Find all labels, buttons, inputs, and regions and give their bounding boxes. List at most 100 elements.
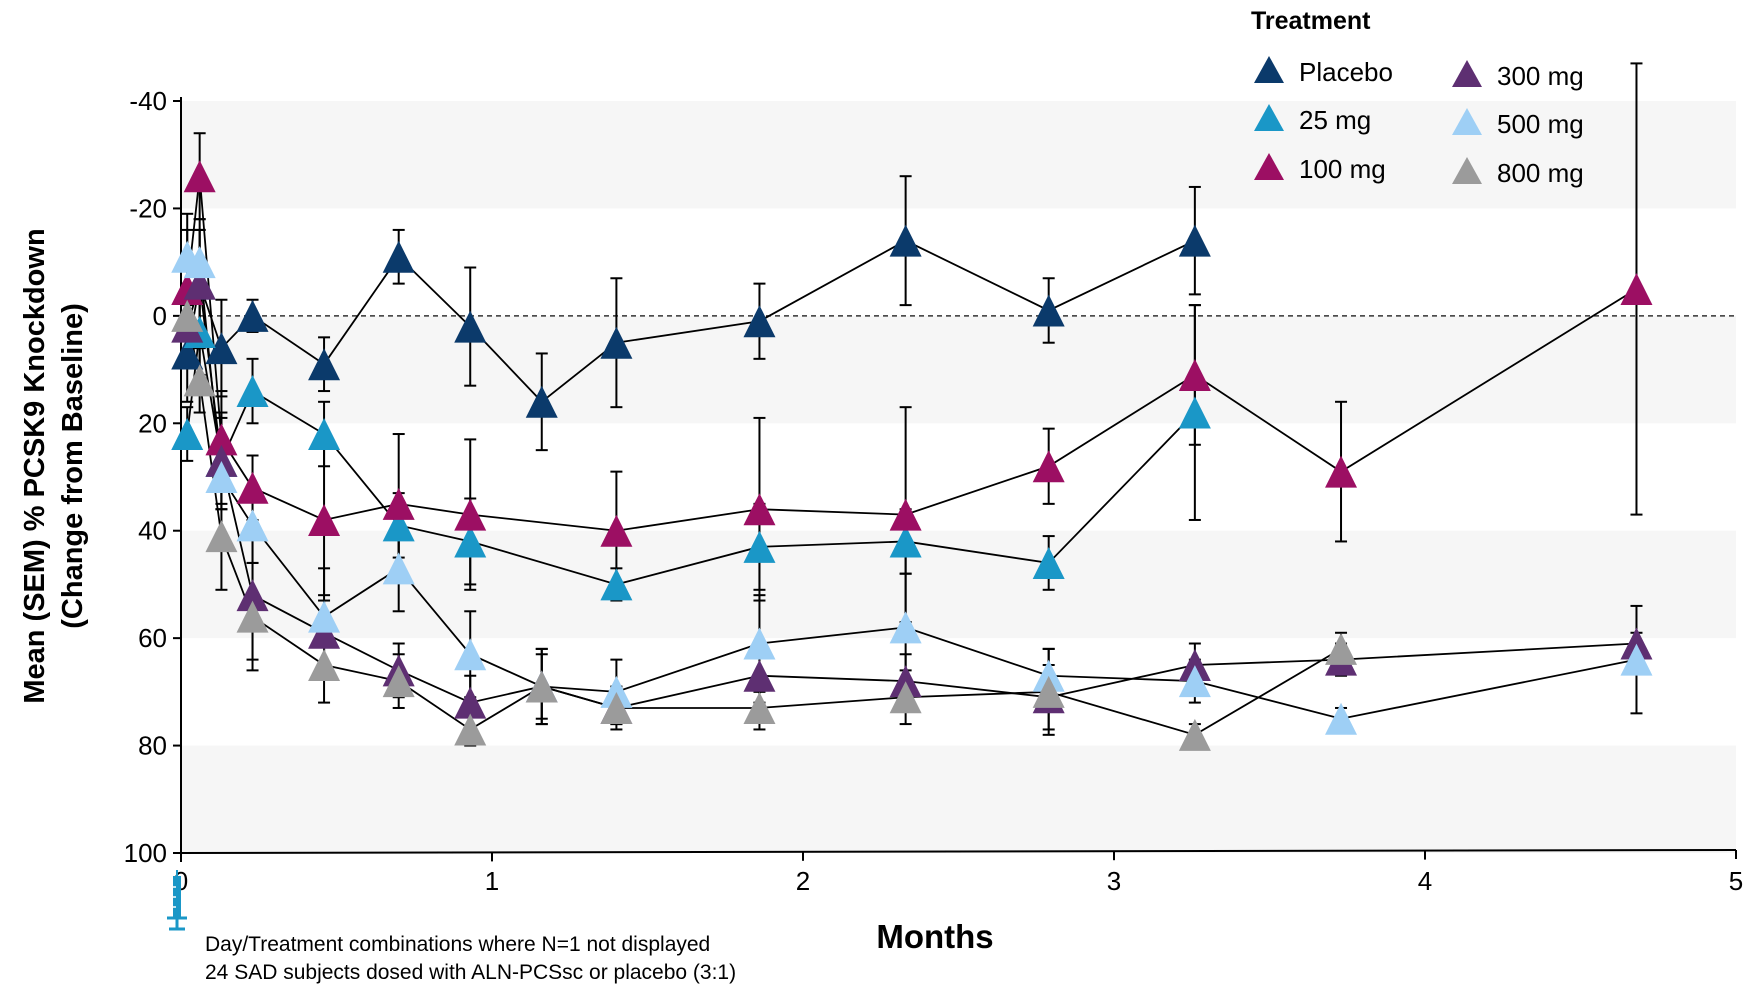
legend-label: 500 mg xyxy=(1497,109,1584,139)
legend-marker xyxy=(1254,56,1284,83)
marker-300-mg xyxy=(1620,627,1653,660)
legend: Treatment Placebo 25 mg 100 mg 300 mg 500 mg… xyxy=(1251,7,1584,188)
marker-800-mg xyxy=(600,691,633,724)
marker-300-mg xyxy=(454,686,487,719)
marker-25-mg xyxy=(889,525,922,558)
marker-800-mg xyxy=(1032,675,1065,708)
background-bands xyxy=(181,101,1736,853)
legend-marker xyxy=(1452,108,1482,135)
legend-marker xyxy=(1452,157,1482,184)
marker-300-mg xyxy=(205,444,238,477)
marker-500-mg xyxy=(1620,643,1653,676)
band xyxy=(181,315,1736,424)
band xyxy=(181,745,1736,853)
y-tick-label: 80 xyxy=(138,731,167,761)
marker-500-mg xyxy=(205,461,238,493)
y-tick-label: 100 xyxy=(124,838,167,868)
marker-500-mg xyxy=(1032,659,1065,692)
legend-item-500-mg: 500 mg xyxy=(1452,108,1584,139)
marker-500-mg xyxy=(600,675,633,708)
marker-300-mg xyxy=(889,665,922,698)
legend-item-300-mg: 300 mg xyxy=(1452,60,1584,91)
marker-placebo xyxy=(205,332,238,365)
y-tick-label: -20 xyxy=(129,193,167,223)
marker-100-mg xyxy=(1032,450,1065,483)
y-tick-label: 20 xyxy=(138,408,167,438)
marker-placebo xyxy=(1178,224,1211,257)
x-tick-label: 1 xyxy=(485,866,499,896)
marker-800-mg xyxy=(308,649,341,681)
marker-500-mg xyxy=(236,509,269,542)
marker-100-mg xyxy=(1620,273,1653,305)
marker-800-mg xyxy=(183,364,216,397)
legend-item-800-mg: 800 mg xyxy=(1452,157,1584,188)
series-layer xyxy=(171,62,1653,751)
legend-item-placebo: Placebo xyxy=(1254,56,1393,87)
marker-placebo xyxy=(308,348,341,381)
x-tick-label: 3 xyxy=(1107,866,1121,896)
footnote-line-1: Day/Treatment combinations where N=1 not… xyxy=(205,933,710,956)
marker-800-mg xyxy=(454,713,487,746)
band xyxy=(181,530,1736,639)
marker-100-mg xyxy=(743,493,776,526)
legend-title: Treatment xyxy=(1251,7,1371,35)
marker-100-mg xyxy=(183,160,216,193)
marker-placebo xyxy=(382,240,415,273)
y-tick-label: 60 xyxy=(138,623,167,653)
legend-item-25-mg: 25 mg xyxy=(1254,104,1371,135)
marker-500-mg xyxy=(889,611,922,644)
x-tick-label: 2 xyxy=(796,866,810,896)
marker-placebo xyxy=(454,310,487,343)
legend-marker xyxy=(1254,153,1284,180)
marker-300-mg xyxy=(1178,649,1211,681)
marker-25-mg xyxy=(743,530,776,563)
legend-label: 25 mg xyxy=(1299,105,1371,135)
marker-100-mg xyxy=(1325,455,1358,488)
y-axis-title-line1: Mean (SEM) % PCSK9 Knockdown xyxy=(19,228,51,703)
marker-25-mg xyxy=(1032,546,1065,579)
marker-800-mg xyxy=(382,665,415,698)
marker-300-mg xyxy=(183,267,216,300)
marker-800-mg xyxy=(889,681,922,714)
marker-800-mg xyxy=(1325,632,1358,665)
legend-label: 800 mg xyxy=(1497,158,1584,188)
marker-100-mg xyxy=(600,514,633,547)
legend-label: 300 mg xyxy=(1497,61,1584,91)
y-axis-title: Mean (SEM) % PCSK9 Knockdown (Change fro… xyxy=(19,228,89,703)
marker-placebo xyxy=(1032,294,1065,327)
marker-300-mg xyxy=(308,616,341,649)
marker-placebo xyxy=(236,299,269,332)
marker-placebo xyxy=(600,326,633,359)
marker-500-mg xyxy=(454,638,487,671)
marker-100-mg xyxy=(205,423,238,456)
y-axis-title-line2: (Change from Baseline) xyxy=(57,303,89,629)
x-axis-line xyxy=(180,849,1737,854)
footnote-line-2: 24 SAD subjects dosed with ALN-PCSsc or … xyxy=(205,961,736,984)
marker-500-mg xyxy=(382,552,415,585)
y-tick-label: -40 xyxy=(129,86,167,116)
marker-25-mg xyxy=(382,509,415,542)
marker-25-mg xyxy=(236,375,269,408)
marker-300-mg xyxy=(236,579,269,612)
marker-25-mg xyxy=(1178,396,1211,429)
legend-label: Placebo xyxy=(1299,57,1393,87)
y-tick-label: 0 xyxy=(153,301,167,331)
marker-25-mg xyxy=(308,418,341,451)
marker-500-mg xyxy=(308,600,341,633)
marker-500-mg xyxy=(1178,665,1211,698)
marker-500-mg xyxy=(183,246,216,279)
marker-800-mg xyxy=(743,691,776,724)
marker-100-mg xyxy=(1178,358,1211,391)
footnote: Day/Treatment combinations where N=1 not… xyxy=(167,870,736,984)
marker-800-mg xyxy=(205,520,238,553)
marker-25-mg xyxy=(454,525,487,558)
marker-100-mg xyxy=(454,498,487,531)
marker-placebo xyxy=(171,337,204,370)
x-tick-label: 5 xyxy=(1729,866,1743,896)
marker-800-mg xyxy=(236,600,269,633)
x-axis-title: Months xyxy=(876,918,993,955)
marker-placebo xyxy=(525,385,558,418)
marker-100-mg xyxy=(236,471,269,504)
marker-500-mg xyxy=(743,627,776,660)
